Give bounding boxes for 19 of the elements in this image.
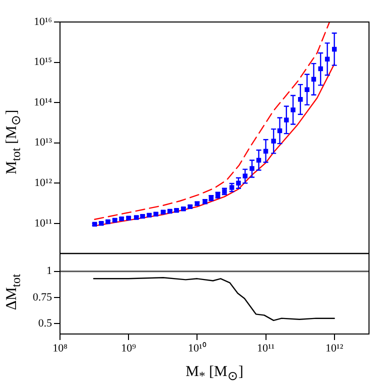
x-axis-title: M$_{*}$ [M$_{⊙}$]	[184, 363, 244, 385]
point	[304, 87, 310, 92]
y-tick-label: 10¹¹	[34, 217, 52, 230]
y-tick-label: 0.5	[38, 317, 52, 330]
x-tick-label: 10⁸	[52, 342, 68, 354]
point	[284, 118, 289, 122]
y-tick-label: 1	[46, 265, 52, 278]
x-tick-label: 10¹¹	[256, 342, 275, 354]
y-tick-label: 10¹⁶	[34, 16, 52, 28]
x-tick-label: 10¹²	[326, 342, 344, 354]
y-tick-label: 10¹²	[34, 177, 53, 190]
x-tick-label: 10¹⁰	[188, 341, 206, 354]
x-tick-label: 10⁹	[121, 342, 136, 354]
point	[250, 166, 254, 171]
y-tick-label: 10¹³	[34, 136, 53, 149]
y-tick-label: 10¹⁵	[34, 56, 52, 68]
y-tick-label: 0.75	[32, 291, 52, 304]
y-tick-label: 10¹⁴	[34, 96, 52, 108]
point	[242, 174, 248, 178]
